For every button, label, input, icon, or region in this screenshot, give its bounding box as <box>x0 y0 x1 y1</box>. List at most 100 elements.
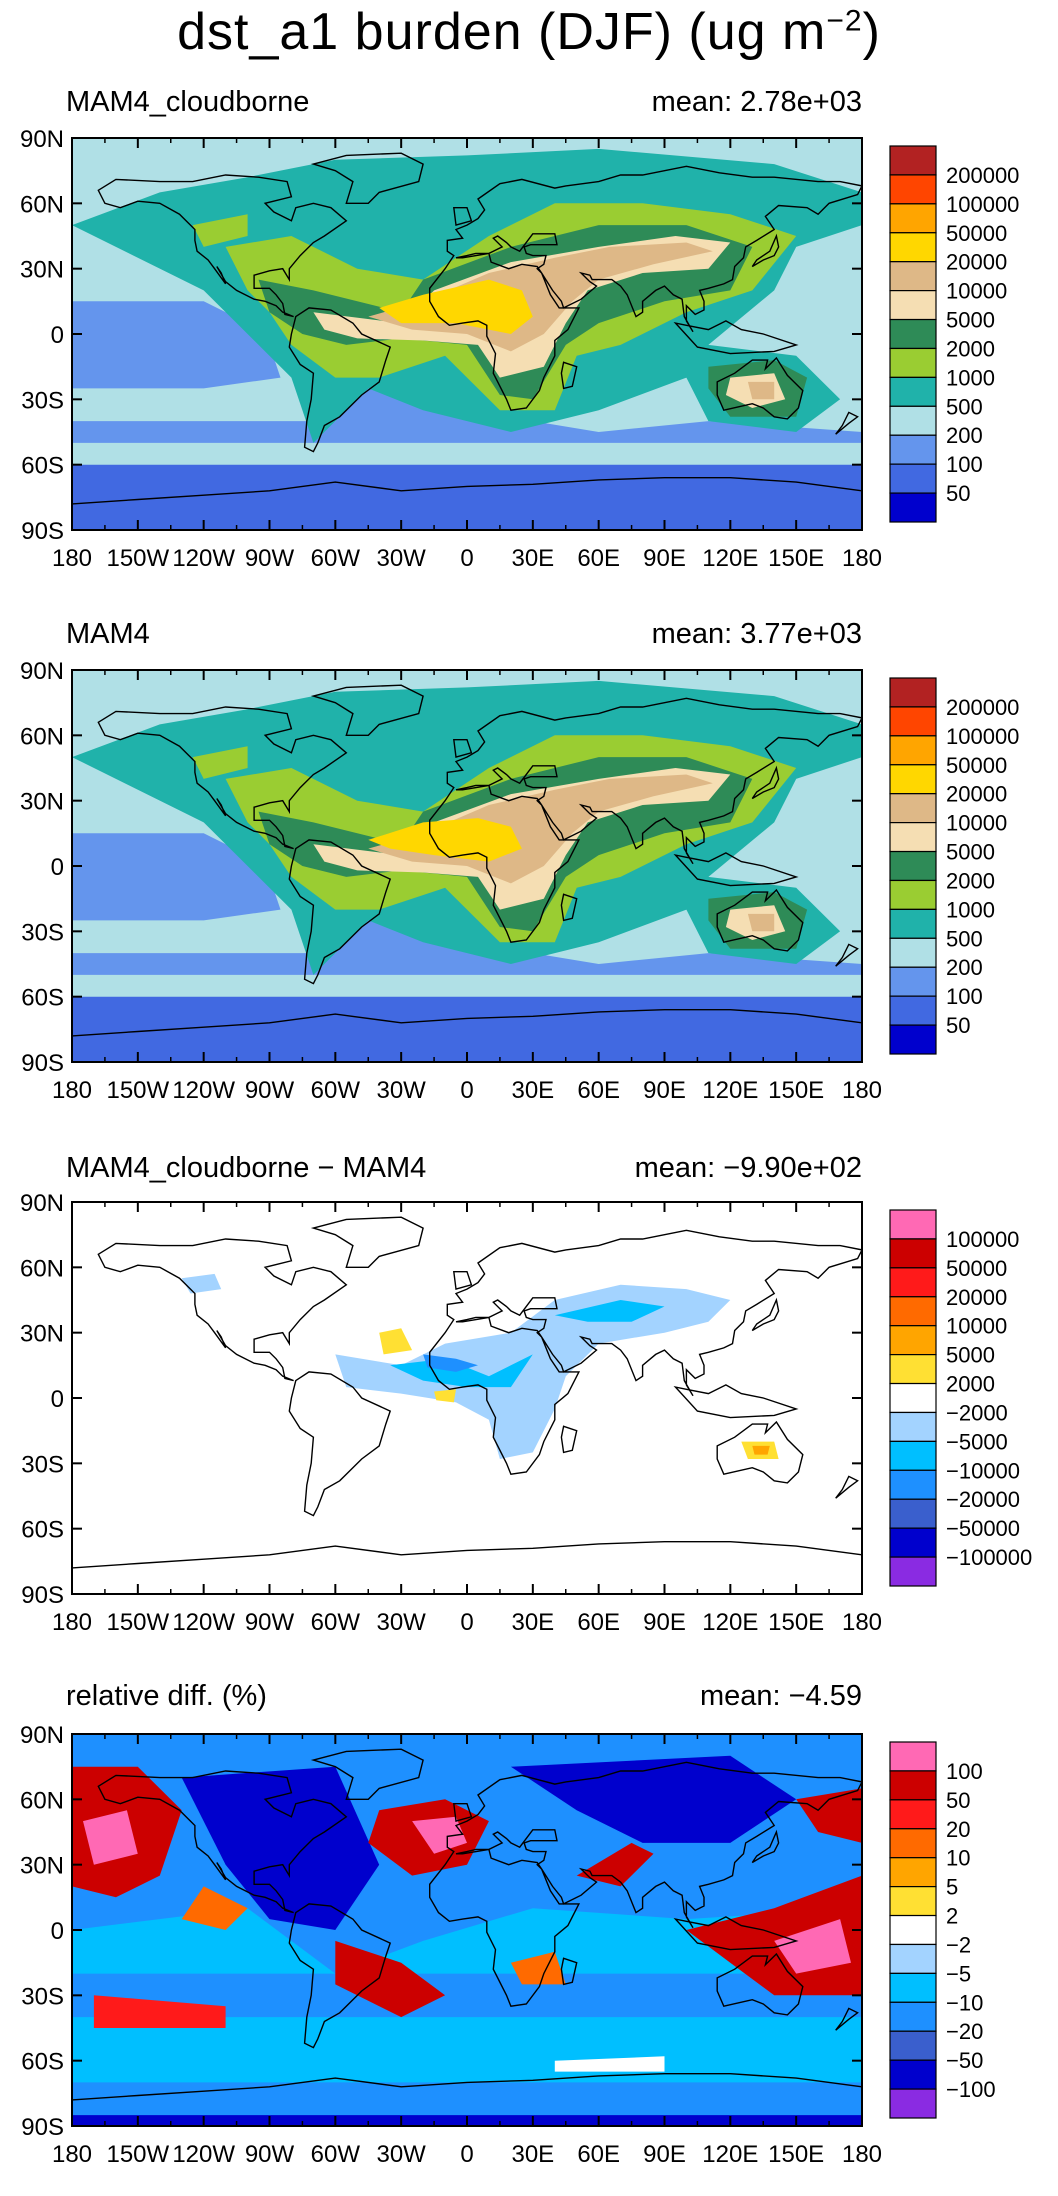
x-tick-label: 30E <box>511 1609 554 1636</box>
x-tick-label: 30W <box>376 2141 426 2168</box>
field-fills <box>72 138 862 530</box>
colorbar-label: 500 <box>946 394 983 419</box>
coastline-greenland <box>310 152 424 205</box>
coastline-japan <box>751 233 780 268</box>
y-tick-label: 60S <box>21 2049 64 2076</box>
figure-title-exponent: −2 <box>826 4 863 38</box>
contour-region-8 <box>752 1445 770 1455</box>
axis-ticks: 180 150W 120W 90W 60W 30W 0 30E 60E 90E 120E 150E 18… <box>20 1190 882 1636</box>
coastline-south-america <box>288 1903 392 2049</box>
x-tick-label: 90E <box>643 2141 686 2168</box>
x-tick-label: 150E <box>768 1077 824 1104</box>
colorbar-swatch <box>889 1296 937 1327</box>
contour-region-3 <box>181 1766 380 1930</box>
coastline-africa-eurasia <box>429 165 862 411</box>
x-tick-label: 60W <box>311 1609 361 1636</box>
coastline-madagascar <box>560 1425 578 1454</box>
colorbar-label: 5000 <box>946 1343 995 1368</box>
x-tick-label: 120E <box>702 2141 758 2168</box>
panel-title: MAM4_cloudborne <box>66 86 310 118</box>
y-tick-label: 90S <box>21 1582 64 1609</box>
x-tick-label: 30E <box>511 2141 554 2168</box>
panel-mean: mean: 2.78e+03 <box>651 86 862 118</box>
colorbar-swatch <box>889 1354 937 1385</box>
y-tick-label: 30N <box>20 789 64 816</box>
contour-region-5 <box>379 1328 413 1355</box>
coastline-north-america <box>97 1770 348 1914</box>
colorbar-label: −2 <box>946 1932 971 1957</box>
x-tick-label: 0 <box>460 1077 473 1104</box>
coastline-north-america <box>97 1238 348 1382</box>
coastline-japan <box>751 1829 780 1864</box>
coastline-antarctica <box>72 1541 862 1569</box>
colorbar-swatch <box>889 2030 937 2061</box>
colorbar-swatch <box>889 2059 937 2090</box>
contour-region-10 <box>368 818 522 862</box>
colorbar-label: −2000 <box>946 1400 1008 1425</box>
colorbar-label: 200000 <box>946 695 1019 720</box>
colorbar-swatch <box>889 376 937 407</box>
map-plot-mam4: 180 150W 120W 90W 60W 30W 0 30E 60E 90E 120E 150E 18… <box>20 658 1019 1104</box>
colorbar-swatch <box>889 1440 937 1471</box>
coastline-madagascar <box>560 361 578 390</box>
y-tick-label: 90S <box>21 1050 64 1077</box>
x-tick-label: 120E <box>702 545 758 572</box>
contour-region-15 <box>796 1788 862 1843</box>
contour-region-6 <box>434 1389 456 1403</box>
figure-title-close: ) <box>862 3 881 61</box>
x-tick-label: 180 <box>52 1609 92 1636</box>
y-tick-label: 0 <box>51 1386 64 1413</box>
x-tick-label: 30W <box>376 545 426 572</box>
axis-ticks: 180 150W 120W 90W 60W 30W 0 30E 60E 90E 120E 150E 18… <box>20 658 882 1104</box>
x-tick-label: 90W <box>245 1609 295 1636</box>
colorbar: 200000 100000 50000 20000 10000 5000 2000 1000 5… <box>889 677 1019 1055</box>
x-tick-label: 150E <box>768 545 824 572</box>
contour-region-7 <box>83 1810 138 1865</box>
colorbar-swatch <box>889 822 937 853</box>
colorbar: 100 50 20 10 5 2 −2 −5 −10 −20 −50 −100 <box>889 1741 996 2119</box>
y-tick-label: 90S <box>21 2114 64 2141</box>
colorbar-label: 10 <box>946 1846 970 1871</box>
x-tick-label: 60E <box>577 1077 620 1104</box>
y-tick-label: 0 <box>51 854 64 881</box>
colorbar: 200000 100000 50000 20000 10000 5000 2000 1000 5… <box>889 145 1019 523</box>
colorbar-swatch <box>889 1527 937 1558</box>
coastlines <box>72 684 862 1037</box>
colorbar-swatch <box>889 203 937 234</box>
colorbar-swatch <box>889 290 937 321</box>
coastline-australia <box>716 888 804 952</box>
x-tick-label: 180 <box>842 2141 882 2168</box>
coastline-greenland <box>310 1216 424 1269</box>
colorbar-swatch <box>889 1857 937 1888</box>
colorbar-swatch <box>889 1770 937 1801</box>
y-tick-label: 90N <box>20 1722 64 1749</box>
x-tick-label: 150W <box>106 1077 169 1104</box>
map-area: 180 150W 120W 90W 60W 30W 0 30E 60E 90E 120E 150E 18… <box>20 658 882 1104</box>
colorbar-label: −50 <box>946 2048 983 2073</box>
coastline-newzealand <box>835 943 859 967</box>
coastline-uk <box>453 1802 473 1822</box>
coastline-indonesia <box>673 1384 799 1419</box>
x-tick-label: 150W <box>106 545 169 572</box>
contour-region-14 <box>774 1919 851 1974</box>
x-tick-label: 120W <box>172 1077 235 1104</box>
colorbar-label: 1000 <box>946 365 995 390</box>
colorbar-swatch <box>889 908 937 939</box>
colorbar-swatch <box>889 2088 937 2119</box>
coastline-newzealand <box>835 2007 859 2031</box>
contour-region-4 <box>510 1755 797 1843</box>
map-area: 180 150W 120W 90W 60W 30W 0 30E 60E 90E 120E 150E 18… <box>20 126 882 572</box>
coastline-north-america <box>97 174 348 318</box>
x-tick-label: 180 <box>842 1077 882 1104</box>
colorbar-label: 200 <box>946 423 983 448</box>
field-fills <box>72 1734 862 2126</box>
colorbar-label: 5000 <box>946 840 995 865</box>
colorbar-label: −100000 <box>946 1545 1032 1570</box>
contour-region-8 <box>181 1886 248 1930</box>
x-tick-label: 90E <box>643 1609 686 1636</box>
contour-region-11 <box>335 1940 446 2018</box>
x-tick-label: 60E <box>577 1609 620 1636</box>
contour-region-1 <box>72 833 281 921</box>
y-tick-label: 60N <box>20 191 64 218</box>
axis-ticks: 180 150W 120W 90W 60W 30W 0 30E 60E 90E 120E 150E 18… <box>20 126 882 572</box>
